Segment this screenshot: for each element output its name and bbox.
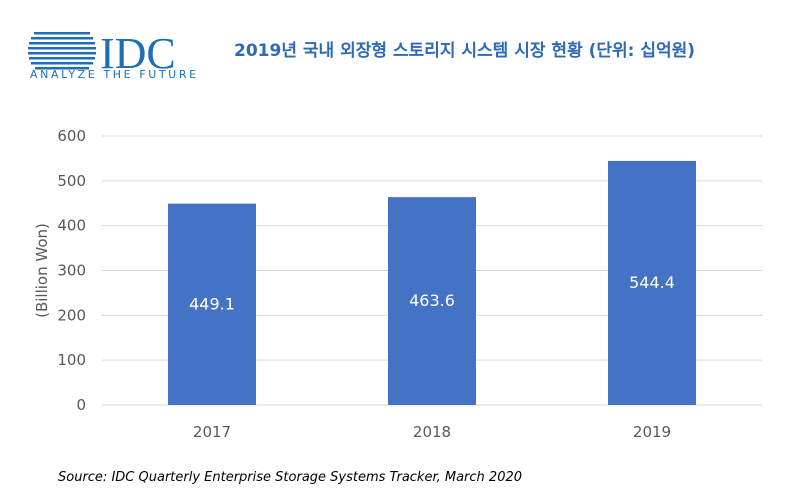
- idc-logo-wordmark: IDC: [100, 29, 176, 78]
- data-label: 544.4: [629, 273, 675, 292]
- y-tick-label: 300: [57, 262, 86, 280]
- x-tick-label: 2018: [413, 423, 451, 441]
- chart-title: 2019년 국내 외장형 스토리지 시스템 시장 현황 (단위: 십억원): [234, 41, 696, 61]
- x-tick-label: 2017: [193, 423, 231, 441]
- y-tick-label: 0: [76, 396, 86, 414]
- idc-globe-icon: [28, 32, 96, 70]
- idc-logo: IDC: [28, 29, 176, 78]
- y-tick-label: 600: [57, 127, 86, 145]
- y-tick-label: 100: [57, 351, 86, 369]
- y-tick-label: 200: [57, 306, 86, 324]
- bar-chart: 0 100 200 300 400 500 600 449.1 2017 463.6 2018 544…: [33, 127, 762, 441]
- bar: [388, 197, 476, 405]
- bar: [168, 203, 256, 405]
- data-label: 449.1: [189, 294, 235, 313]
- y-tick-label: 500: [57, 172, 86, 190]
- y-tick-label: 400: [57, 217, 86, 235]
- y-axis-label: (Billion Won): [33, 223, 51, 318]
- bar: [608, 160, 696, 405]
- x-tick-label: 2019: [633, 423, 671, 441]
- source-note: Source: IDC Quarterly Enterprise Storage…: [58, 470, 523, 485]
- data-label: 463.6: [409, 291, 455, 310]
- logo-tagline: ANALYZE THE FUTURE: [30, 68, 199, 81]
